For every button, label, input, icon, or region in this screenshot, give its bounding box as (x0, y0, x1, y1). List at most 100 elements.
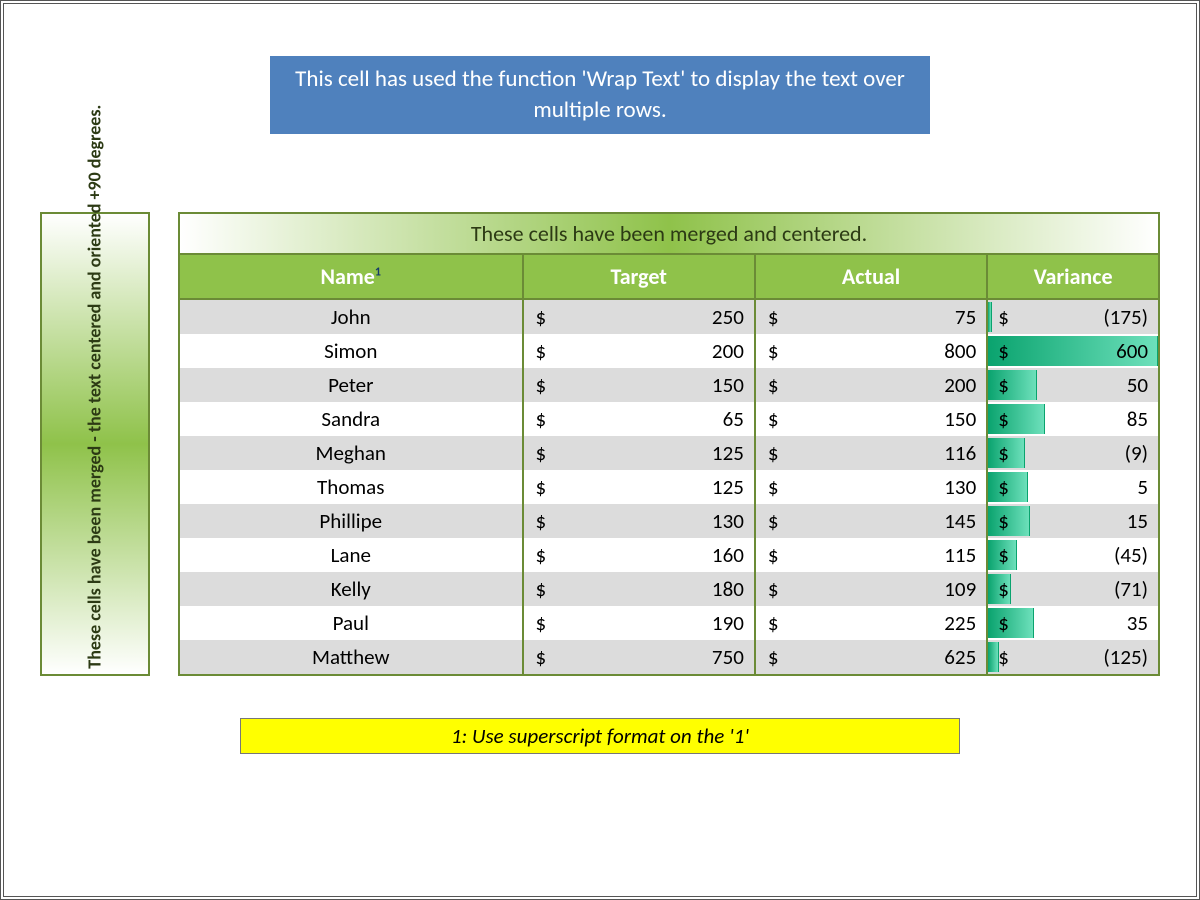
actual-cell: $75 (755, 299, 987, 334)
currency-symbol: $ (998, 338, 1009, 364)
variance-bar (988, 370, 1037, 400)
col-header-superscript: 1 (375, 266, 381, 280)
target-cell: $200 (523, 334, 755, 368)
currency-symbol: $ (768, 372, 779, 398)
currency-symbol: $ (536, 440, 547, 466)
currency-symbol: $ (768, 440, 779, 466)
actual-cell: $200 (755, 368, 987, 402)
currency-symbol: $ (536, 474, 547, 500)
data-table: These cells have been merged and centere… (178, 212, 1160, 676)
variance-value: (175) (1103, 304, 1148, 330)
target-value: 200 (712, 338, 744, 364)
actual-value: 150 (944, 406, 976, 432)
name-cell: Paul (179, 606, 523, 640)
table-row: Lane$160$115$(45) (179, 538, 1159, 572)
table-row: Thomas$125$130$5 (179, 470, 1159, 504)
target-cell: $190 (523, 606, 755, 640)
currency-symbol: $ (768, 508, 779, 534)
name-cell: Kelly (179, 572, 523, 606)
actual-cell: $625 (755, 640, 987, 675)
wrap-text-banner: This cell has used the function 'Wrap Te… (270, 56, 930, 134)
variance-cell: $ (71) (987, 572, 1159, 606)
currency-symbol: $ (536, 406, 547, 432)
currency-symbol: $ (536, 508, 547, 534)
currency-symbol: $ (998, 304, 1009, 330)
actual-value: 800 (944, 338, 976, 364)
actual-cell: $115 (755, 538, 987, 572)
target-value: 180 (712, 576, 744, 602)
actual-value: 115 (944, 542, 976, 568)
variance-cell: $ (45) (987, 538, 1159, 572)
variance-value: 15 (1127, 508, 1148, 534)
actual-value: 75 (955, 304, 976, 330)
currency-symbol: $ (768, 304, 779, 330)
name-cell: Lane (179, 538, 523, 572)
currency-symbol: $ (536, 610, 547, 636)
variance-bar (988, 506, 1030, 536)
table-row: Peter$150$200$50 (179, 368, 1159, 402)
target-value: 125 (712, 440, 744, 466)
currency-symbol: $ (768, 338, 779, 364)
target-value: 130 (712, 508, 744, 534)
variance-cell: $600 (987, 334, 1159, 368)
variance-value: 35 (1127, 610, 1148, 636)
target-value: 190 (712, 610, 744, 636)
actual-value: 116 (944, 440, 976, 466)
name-cell: Sandra (179, 402, 523, 436)
currency-symbol: $ (768, 474, 779, 500)
currency-symbol: $ (768, 406, 779, 432)
target-cell: $125 (523, 436, 755, 470)
target-value: 65 (723, 406, 744, 432)
target-cell: $180 (523, 572, 755, 606)
vertical-label-text: These cells have been merged - the text … (83, 219, 106, 669)
variance-value: (45) (1114, 542, 1148, 568)
variance-cell: $35 (987, 606, 1159, 640)
table-row: John$250$75$(175) (179, 299, 1159, 334)
variance-value: (71) (1114, 576, 1148, 602)
currency-symbol: $ (536, 372, 547, 398)
currency-symbol: $ (998, 576, 1009, 602)
actual-value: 145 (944, 508, 976, 534)
variance-cell: $15 (987, 504, 1159, 538)
table-row: Kelly$180$109 $ (71) (179, 572, 1159, 606)
variance-cell: $ (175) (987, 299, 1159, 334)
variance-cell: $ (125) (987, 640, 1159, 675)
col-header-variance: Variance (987, 254, 1159, 299)
variance-value: (9) (1125, 440, 1148, 466)
content-area: These cells have been merged - the text … (40, 212, 1160, 676)
currency-symbol: $ (998, 542, 1009, 568)
variance-value: 50 (1127, 372, 1148, 398)
currency-symbol: $ (768, 542, 779, 568)
target-value: 125 (712, 474, 744, 500)
name-cell: Matthew (179, 640, 523, 675)
currency-symbol: $ (998, 474, 1009, 500)
name-cell: Simon (179, 334, 523, 368)
variance-bar (988, 302, 991, 332)
target-cell: $250 (523, 299, 755, 334)
target-value: 750 (712, 644, 744, 670)
actual-value: 130 (944, 474, 976, 500)
variance-cell: $5 (987, 470, 1159, 504)
variance-bar (988, 608, 1034, 638)
target-cell: $65 (523, 402, 755, 436)
name-cell: Meghan (179, 436, 523, 470)
variance-bar (988, 404, 1045, 434)
currency-symbol: $ (998, 644, 1009, 670)
col-header-name: Name1 (179, 254, 523, 299)
variance-cell: $85 (987, 402, 1159, 436)
actual-cell: $109 (755, 572, 987, 606)
table-row: Meghan$125$116$(9) (179, 436, 1159, 470)
col-header-actual: Actual (755, 254, 987, 299)
actual-cell: $225 (755, 606, 987, 640)
target-cell: $160 (523, 538, 755, 572)
variance-value: (125) (1103, 644, 1148, 670)
footnote-bar: 1: Use superscript format on the '1' (240, 718, 960, 754)
name-cell: Peter (179, 368, 523, 402)
name-cell: Phillipe (179, 504, 523, 538)
actual-value: 200 (944, 372, 976, 398)
page-frame: This cell has used the function 'Wrap Te… (0, 0, 1200, 900)
variance-value: 5 (1137, 474, 1148, 500)
table-wrap: These cells have been merged and centere… (178, 212, 1160, 676)
target-cell: $125 (523, 470, 755, 504)
col-header-name-text: Name (321, 263, 375, 290)
